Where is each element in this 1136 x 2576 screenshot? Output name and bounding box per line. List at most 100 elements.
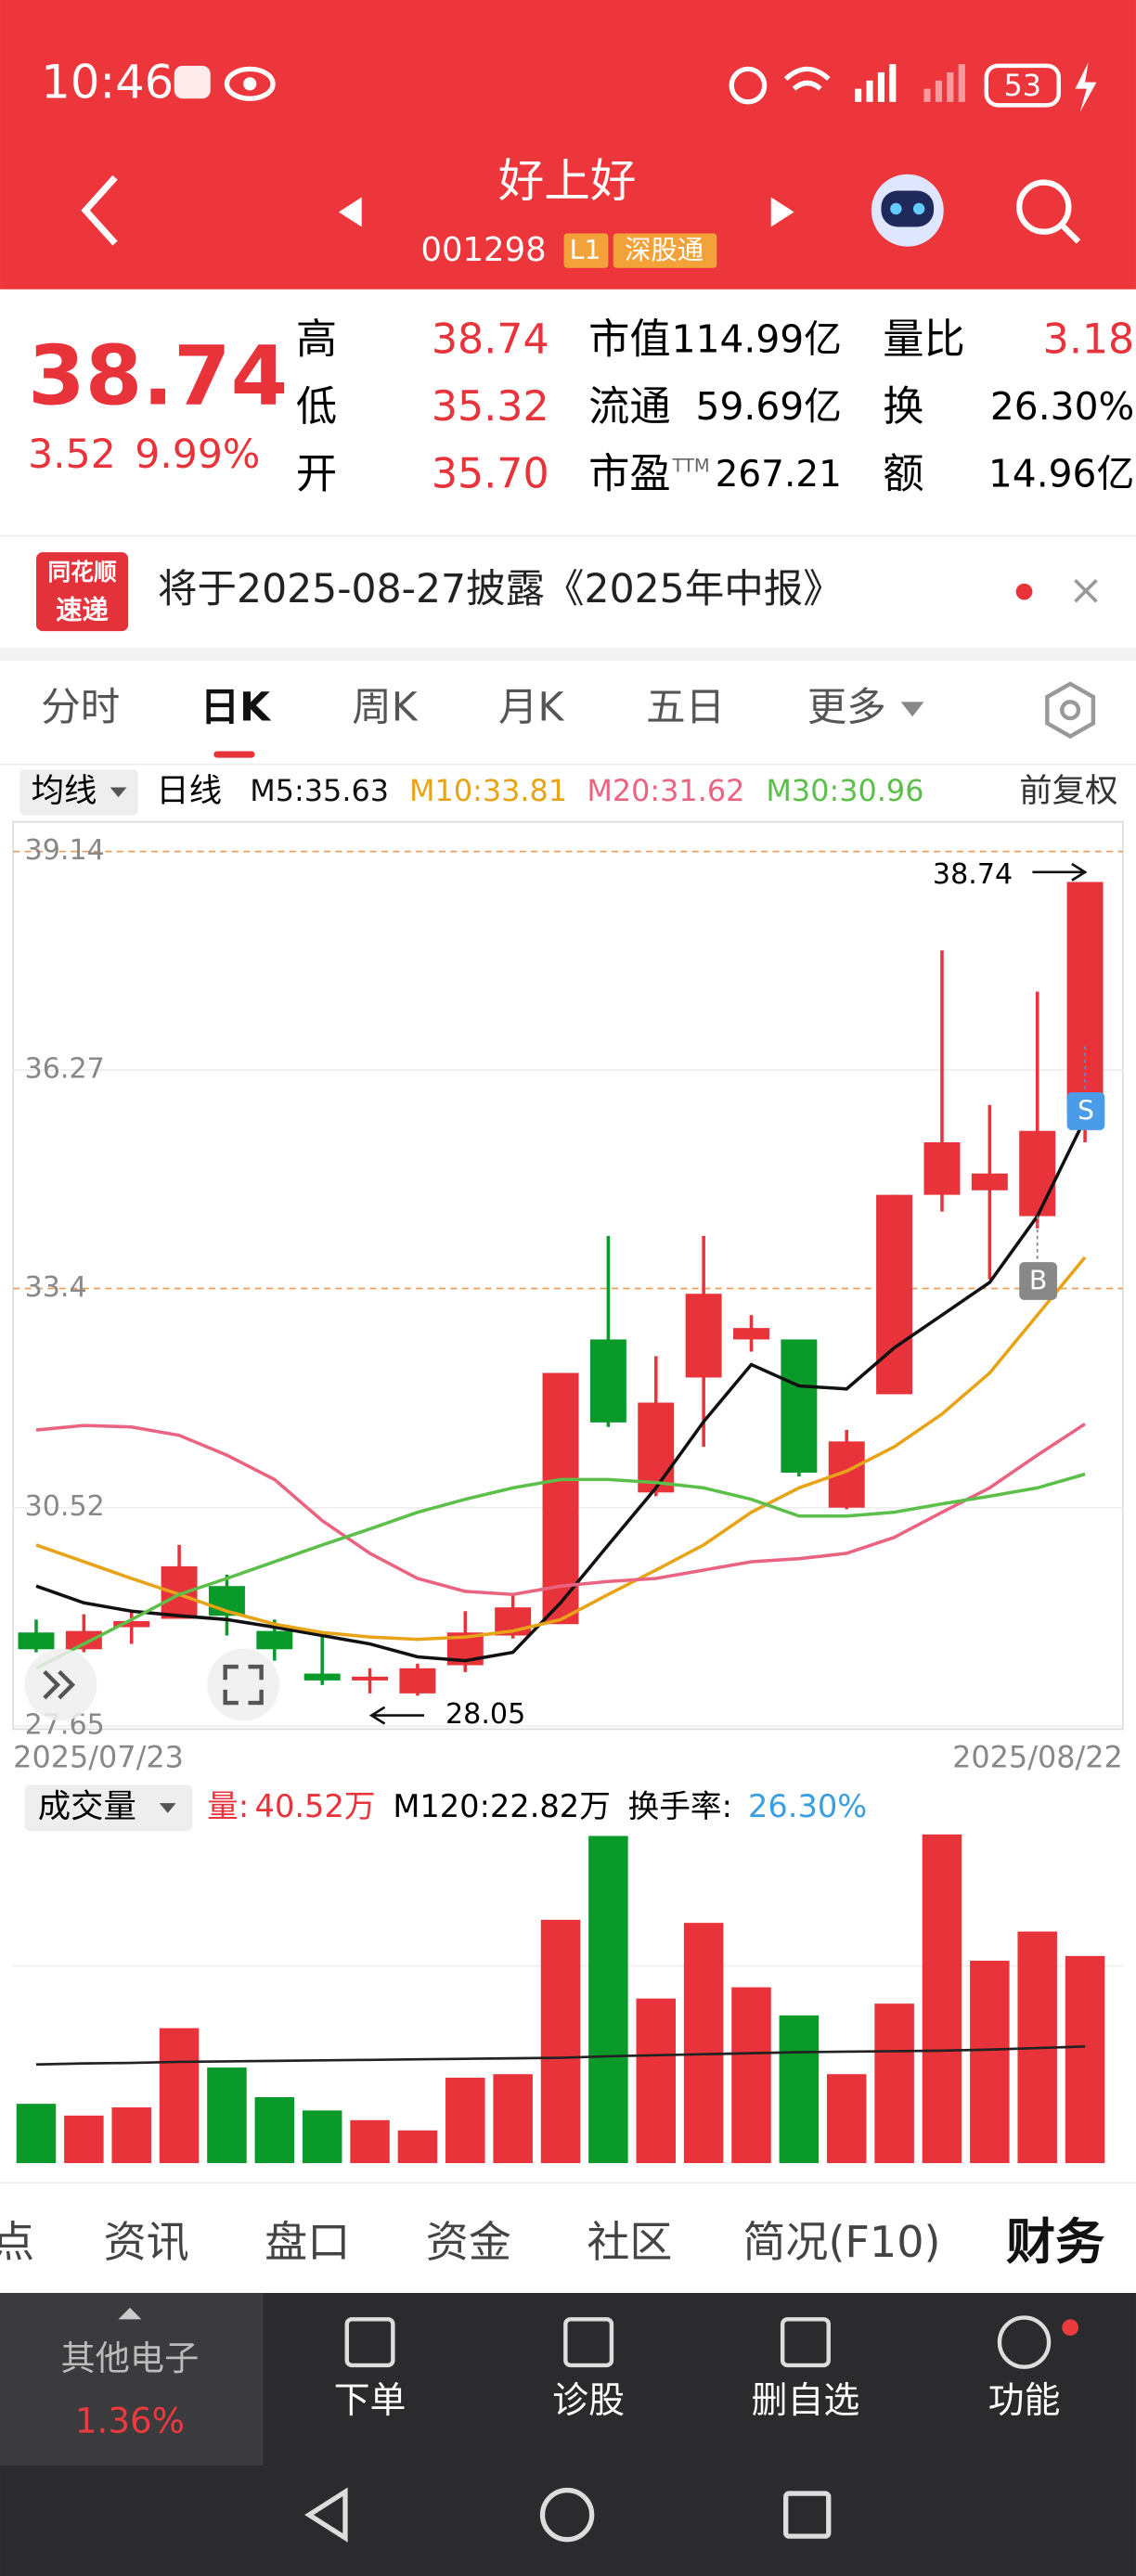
assistant-face [881,190,935,227]
tab[interactable]: 更多 [807,686,886,731]
ma-label: M30:30.96 [766,773,923,808]
settings-button[interactable] [1045,681,1096,740]
candle-body [303,1673,341,1681]
fullscreen-button[interactable] [207,1648,280,1721]
active-tab-underline [213,751,255,758]
next-stock[interactable] [770,197,794,227]
sell-label: S [1078,1095,1094,1126]
bottom-tab[interactable]: 点 [0,2217,34,2267]
badge-bg [563,233,609,268]
expand-button[interactable] [24,1648,97,1721]
bottom-tab[interactable]: 社区 [587,2217,672,2267]
volume-bar [922,1834,962,2164]
dropdown-arrow [110,787,127,798]
tab[interactable]: 分时 [41,686,120,731]
stat-value: 3.18 [1043,316,1135,363]
tab[interactable]: 月K [498,686,565,731]
ma-line [35,1117,1087,1663]
y-tick-label: 39.14 [25,834,105,867]
stat-value: 267.21 [716,454,842,496]
notice-text[interactable]: 将于2025-08-27披露《2025年中报》 [158,567,843,612]
volume-bar [64,2115,104,2164]
volume-bar [731,1987,771,2164]
candle-body [971,1173,1008,1191]
candle-body [1019,1130,1056,1217]
more-arrow [900,702,924,717]
bottom-tab[interactable]: 盘口 [265,2217,350,2267]
high-marker: 38.74 [933,858,1013,891]
bottom-tab[interactable]: 财务 [1006,2213,1104,2271]
nav-home[interactable] [539,2487,595,2543]
notice-close[interactable] [1074,579,1098,603]
settings-center [1060,700,1081,721]
stat-value: 114.99亿 [672,316,842,361]
candle-body [256,1630,293,1650]
stat-value: 14.96亿 [988,452,1134,496]
stat-label: 市盈 [588,451,671,498]
y-tick-label: 33.4 [25,1271,87,1304]
eye-pupil [243,77,257,91]
stock-name: 好上好 [498,154,637,208]
low-arrow [368,1706,425,1725]
expand-icon [43,1669,76,1700]
stat-label: 额 [883,451,923,498]
high-arrow [1032,862,1088,882]
toolbar-button[interactable]: 诊股 [552,2380,625,2422]
candle-body [589,1339,626,1423]
candle-body [113,1620,150,1628]
y-tick-label: 36.27 [25,1053,105,1086]
bottom-tab[interactable]: 简况(F10) [742,2217,940,2267]
low-marker: 28.05 [445,1698,525,1731]
start-date: 2025/07/23 [13,1739,184,1774]
candle-body [18,1632,55,1650]
candle-body [876,1194,913,1395]
stat-value: 59.69亿 [696,384,842,429]
ma-label: M5:35.63 [250,773,389,808]
prev-stock[interactable] [338,197,362,227]
turnover-label: 换手率: [628,1788,732,1824]
toolbar-icon [997,2315,1052,2369]
volume-bar [826,2074,867,2164]
volume-bar [159,2028,200,2164]
stat-label: 换 [883,383,923,431]
badge-level: L1 [570,235,601,265]
bottom-tab[interactable]: 资讯 [104,2217,189,2267]
battery [984,63,1061,108]
adjust[interactable]: 前复权 [1019,772,1117,810]
volume-label: 成交量 [38,1787,136,1825]
candle-body [542,1372,579,1625]
candle-body [685,1294,722,1378]
toolbar-icon [344,2317,395,2368]
search-button[interactable] [1016,179,1072,235]
back-button[interactable] [81,174,118,246]
stat-label: 流通 [588,383,671,431]
sector-name: 其他电子 [61,2338,200,2378]
tab[interactable]: 日K [200,686,273,731]
stat-value: 26.30% [990,384,1134,429]
change-pct: 9.99% [135,432,260,478]
tab[interactable]: 五日 [646,686,725,731]
badge-connect: 深股通 [625,235,704,265]
tab[interactable]: 周K [352,686,419,731]
volume-select[interactable] [24,1784,193,1832]
nav-recent[interactable] [783,2491,832,2539]
candle-body [65,1630,102,1650]
indicator-select[interactable] [19,768,138,816]
toolbar-button[interactable]: 下单 [334,2380,407,2422]
toolbar-button[interactable]: 功能 [988,2380,1061,2422]
volume-bar [397,2130,438,2164]
candle-body [923,1141,961,1195]
toolbar-icon [563,2317,614,2368]
assistant-eye [890,202,902,215]
toolbar-button[interactable]: 删自选 [752,2380,860,2422]
candle-body [733,1328,769,1340]
nav-back[interactable] [304,2487,348,2543]
sector-block[interactable] [0,2292,264,2466]
bottom-tab[interactable]: 资金 [426,2217,511,2267]
stat-value: 35.70 [432,451,549,498]
status-icon [174,65,211,99]
ma-line [35,1423,1087,1597]
stat-sup: TTM [671,456,709,477]
